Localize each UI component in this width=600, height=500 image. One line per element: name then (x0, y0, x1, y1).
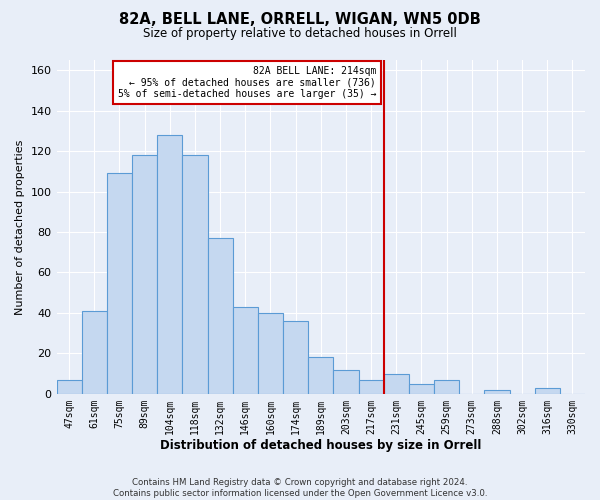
X-axis label: Distribution of detached houses by size in Orrell: Distribution of detached houses by size … (160, 440, 481, 452)
Bar (359, 380, 383, 394)
Bar (56, 380, 82, 394)
Bar (157, 135, 182, 394)
Bar (233, 307, 258, 394)
Bar (182, 155, 208, 394)
Bar (535, 388, 560, 394)
Bar (283, 321, 308, 394)
Bar (308, 358, 334, 394)
Bar (409, 384, 434, 394)
Text: Size of property relative to detached houses in Orrell: Size of property relative to detached ho… (143, 28, 457, 40)
Text: 82A, BELL LANE, ORRELL, WIGAN, WN5 0DB: 82A, BELL LANE, ORRELL, WIGAN, WN5 0DB (119, 12, 481, 28)
Bar (208, 238, 233, 394)
Bar (434, 380, 459, 394)
Bar (383, 374, 409, 394)
Bar (132, 155, 157, 394)
Bar (82, 311, 107, 394)
Bar (258, 313, 283, 394)
Bar (334, 370, 359, 394)
Text: Contains HM Land Registry data © Crown copyright and database right 2024.
Contai: Contains HM Land Registry data © Crown c… (113, 478, 487, 498)
Text: 82A BELL LANE: 214sqm
← 95% of detached houses are smaller (736)
5% of semi-deta: 82A BELL LANE: 214sqm ← 95% of detached … (118, 66, 376, 100)
Bar (484, 390, 509, 394)
Y-axis label: Number of detached properties: Number of detached properties (15, 139, 25, 314)
Bar (107, 174, 132, 394)
